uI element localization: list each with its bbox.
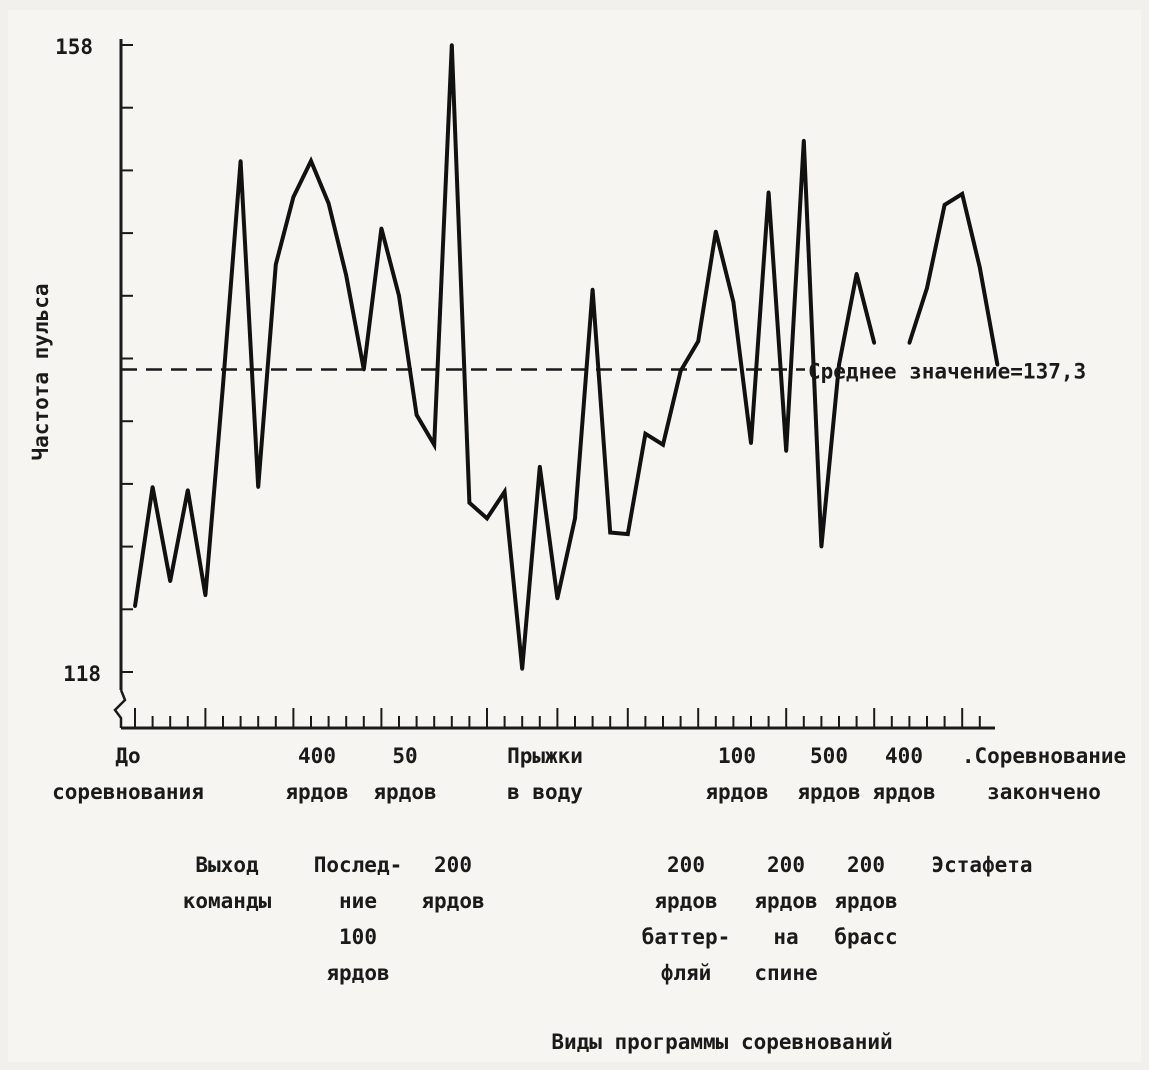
data-point xyxy=(749,441,753,445)
x-annotation-label: закончено xyxy=(987,780,1101,804)
x-annotation-label: ярдов xyxy=(421,889,484,913)
data-point xyxy=(291,195,296,199)
series-group xyxy=(133,43,1000,671)
data-point xyxy=(379,226,384,231)
y-axis-break xyxy=(113,689,127,728)
data-point xyxy=(766,190,771,195)
data-point xyxy=(678,369,683,373)
x-annotation-label: 100 xyxy=(718,744,756,768)
data-point xyxy=(731,300,736,304)
x-annotation-label: 200 xyxy=(434,853,472,877)
x-annotation-label: Выход xyxy=(195,853,259,877)
data-point xyxy=(168,579,172,583)
x-annotation-label: в воду xyxy=(507,780,583,804)
x-annotation-label: ярдов xyxy=(654,889,717,913)
data-point xyxy=(819,544,824,549)
data-point xyxy=(608,530,612,535)
x-annotation-label: Эстафета xyxy=(931,853,1032,877)
x-annotation-label: ярдов xyxy=(326,961,389,985)
x-annotation-label: на xyxy=(773,925,798,949)
data-point xyxy=(238,159,243,163)
x-annotation-label: ярдов xyxy=(285,780,348,804)
data-point xyxy=(643,431,648,436)
data-point xyxy=(502,489,507,494)
x-annotation-label: Прыжки xyxy=(507,744,583,768)
data-point xyxy=(397,294,401,298)
y-tick-label: 158 xyxy=(55,35,93,59)
data-point xyxy=(590,287,595,292)
data-point xyxy=(309,159,313,163)
data-point xyxy=(626,532,630,536)
x-annotation-label: ярдов xyxy=(872,780,935,804)
y-axis-title: Частота пульса xyxy=(29,283,53,460)
data-point xyxy=(714,229,718,234)
data-point xyxy=(555,596,560,601)
data-point xyxy=(872,341,876,345)
data-point xyxy=(344,273,349,278)
x-annotation-label: баттер- xyxy=(642,925,731,949)
x-annotation-label: фляй xyxy=(661,961,712,985)
labels-group: 158 118 Частота пульса Среднее значение=137… xyxy=(29,35,1126,1054)
axes xyxy=(113,39,995,730)
x-axis-title: Виды программы соревнований xyxy=(551,1030,892,1054)
data-point xyxy=(978,265,982,270)
data-point xyxy=(133,604,137,608)
data-point xyxy=(256,485,261,489)
x-annotation-label: команды xyxy=(183,889,272,913)
x-annotation-label: ярдов xyxy=(834,889,897,913)
data-point xyxy=(414,413,419,417)
x-annotation-label: ярдов xyxy=(754,889,817,913)
data-point xyxy=(661,442,665,447)
data-point xyxy=(274,262,278,267)
data-point xyxy=(942,203,947,207)
x-annotation-label: ние xyxy=(339,889,377,913)
data-point xyxy=(925,286,929,290)
data-point xyxy=(573,516,577,521)
data-point xyxy=(485,516,489,521)
x-annotation-label: .Соревнование xyxy=(962,744,1126,768)
x-annotation-label: 400 xyxy=(885,744,923,768)
x-annotation-label: До xyxy=(115,744,140,768)
x-annotation-label: 100 xyxy=(339,925,377,949)
data-point xyxy=(221,383,225,387)
x-annotation-label: ярдов xyxy=(705,780,768,804)
data-point xyxy=(960,192,964,196)
data-point xyxy=(203,593,208,597)
data-point xyxy=(802,138,806,143)
x-annotation-label: ярдов xyxy=(797,780,860,804)
data-point xyxy=(696,339,700,344)
data-point xyxy=(362,367,366,372)
x-annotation-label: 500 xyxy=(810,744,848,768)
data-point xyxy=(538,464,542,469)
x-annotation-label: 200 xyxy=(847,853,885,877)
x-annotation-label: брасс xyxy=(834,925,897,949)
data-point xyxy=(995,362,1000,367)
data-point xyxy=(854,272,859,276)
data-point xyxy=(520,667,524,671)
x-annotation-label: Послед- xyxy=(314,853,403,877)
series-line xyxy=(907,190,1000,366)
mean-label: Среднее значение=137,3 xyxy=(808,359,1086,383)
data-point xyxy=(326,201,331,206)
x-annotation-label: 200 xyxy=(667,853,705,877)
data-point xyxy=(150,485,155,489)
data-point xyxy=(784,449,788,453)
x-annotation-label: спине xyxy=(754,961,817,985)
y-tick-label: 118 xyxy=(63,662,101,686)
series-line xyxy=(133,44,877,670)
data-point xyxy=(467,500,472,505)
x-annotation-label: 50 xyxy=(392,744,417,768)
x-annotation-label: соревнования xyxy=(52,780,204,804)
data-point xyxy=(907,341,912,345)
data-point xyxy=(432,442,437,447)
x-annotation-label: ярдов xyxy=(373,780,436,804)
data-point xyxy=(837,362,841,367)
x-annotation-label: 200 xyxy=(767,853,805,877)
x-annotation-label: 400 xyxy=(298,744,336,768)
data-point xyxy=(186,488,190,492)
data-point xyxy=(450,43,454,47)
